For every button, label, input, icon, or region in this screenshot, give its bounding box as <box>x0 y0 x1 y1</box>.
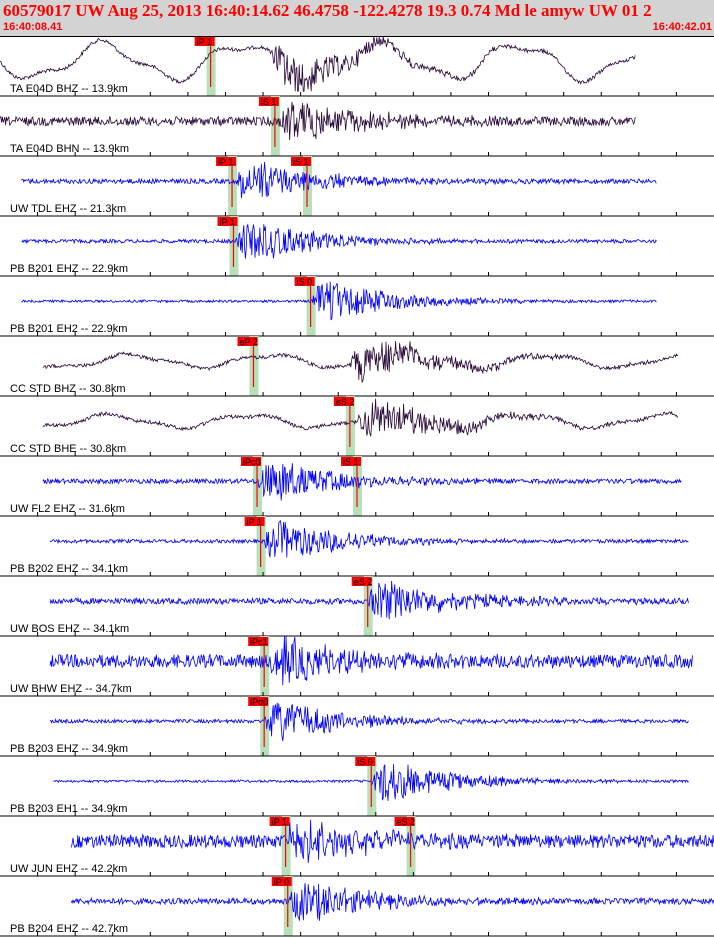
pick-label: iS 1 <box>343 457 359 467</box>
pick-flag <box>355 757 376 766</box>
seismic-trace <box>21 161 657 199</box>
seismic-trace <box>49 519 689 558</box>
trace-label: PB B201 EH2 -- 22.9km <box>10 323 127 335</box>
trace-label: UW JUN EHZ -- 42.2km <box>10 863 127 875</box>
pick-flag <box>237 337 258 346</box>
pick-flag <box>248 637 269 646</box>
pick-flag <box>394 817 415 826</box>
pick-flag <box>269 817 290 826</box>
trace-label: PB B203 EH1 -- 34.9km <box>10 803 127 815</box>
seismic-trace <box>49 636 693 686</box>
pick-flag <box>241 457 262 466</box>
pick-label: iS 1 <box>261 97 277 107</box>
trace-label: PB B202 EHZ -- 34.1km <box>10 563 128 575</box>
pick-label: iP 0 <box>274 877 289 887</box>
trace-label: PB B201 EHZ -- 22.9km <box>10 263 128 275</box>
pick-label: iP 1 <box>219 217 234 227</box>
seismic-trace <box>49 580 689 620</box>
seismic-trace <box>0 36 636 92</box>
pick-label: iP 1 <box>247 517 262 527</box>
pick-label: iS 0 <box>357 757 373 767</box>
pick-label: iP 1 <box>218 157 233 167</box>
start-time: 16:40:08.41 <box>3 21 63 33</box>
seismic-trace <box>42 398 679 437</box>
pick-flag <box>217 217 238 226</box>
trace-label: TA E04D BHN -- 13.9km <box>10 143 129 155</box>
pick-flag <box>258 97 279 106</box>
seismic-trace <box>49 702 689 742</box>
event-header: 60579017 UW Aug 25, 2013 16:40:14.62 46.… <box>0 0 714 36</box>
trace-label: PB B204 EHZ -- 42.7km <box>10 923 128 935</box>
pick-label: eS 2 <box>354 577 373 587</box>
pick-flag <box>291 157 312 166</box>
pick-label: eS 2 <box>336 397 355 407</box>
trace-label: CC STD BHE -- 30.8km <box>10 443 126 455</box>
seismic-trace <box>71 819 714 863</box>
end-time: 16:40:42.01 <box>652 21 712 33</box>
pick-label: iP 1 <box>272 817 287 827</box>
pick-label: eS 2 <box>397 817 416 827</box>
seismogram-plot[interactable]: iP 1 TA E04D BHZ -- 13.9km iS 1 TA E04D BHN… <box>0 36 714 938</box>
pick-flag <box>351 577 372 586</box>
pick-flag <box>333 397 354 406</box>
pick-flag <box>271 877 292 886</box>
seismic-trace <box>21 281 657 321</box>
pick-label: eP 2 <box>239 337 257 347</box>
pick-flag <box>216 157 237 166</box>
seismic-trace <box>42 341 679 384</box>
pick-label: iPc1 <box>250 637 268 647</box>
event-title: 60579017 UW Aug 25, 2013 16:40:14.62 46.… <box>3 1 652 20</box>
seismic-trace <box>0 101 636 141</box>
trace-label: UW FL2 EHZ -- 31.6km <box>10 503 125 515</box>
pick-flag <box>194 37 215 46</box>
seismic-trace <box>42 463 682 501</box>
trace-label: PB B203 EHZ -- 34.9km <box>10 743 128 755</box>
pick-label: iPc0 <box>243 457 261 467</box>
pick-flag <box>341 457 361 466</box>
trace-label: CC STD BHZ -- 30.8km <box>10 383 126 395</box>
trace-label: UW BHW EHZ -- 34.7km <box>10 683 132 695</box>
trace-label: UW TDL EHZ -- 21.3km <box>10 203 126 215</box>
seismic-trace <box>21 223 657 259</box>
trace-label: UW BOS EHZ -- 34.1km <box>10 623 129 635</box>
pick-label: iS 0 <box>297 277 313 287</box>
pick-flag <box>248 697 269 706</box>
pick-flag <box>244 517 265 526</box>
seismic-trace <box>71 882 714 921</box>
pick-label: iPd0 <box>250 697 268 707</box>
pick-label: iS 1 <box>293 157 309 167</box>
pick-flag <box>294 277 315 286</box>
pick-label: iP 1 <box>197 37 212 47</box>
trace-label: TA E04D BHZ -- 13.9km <box>10 83 128 95</box>
